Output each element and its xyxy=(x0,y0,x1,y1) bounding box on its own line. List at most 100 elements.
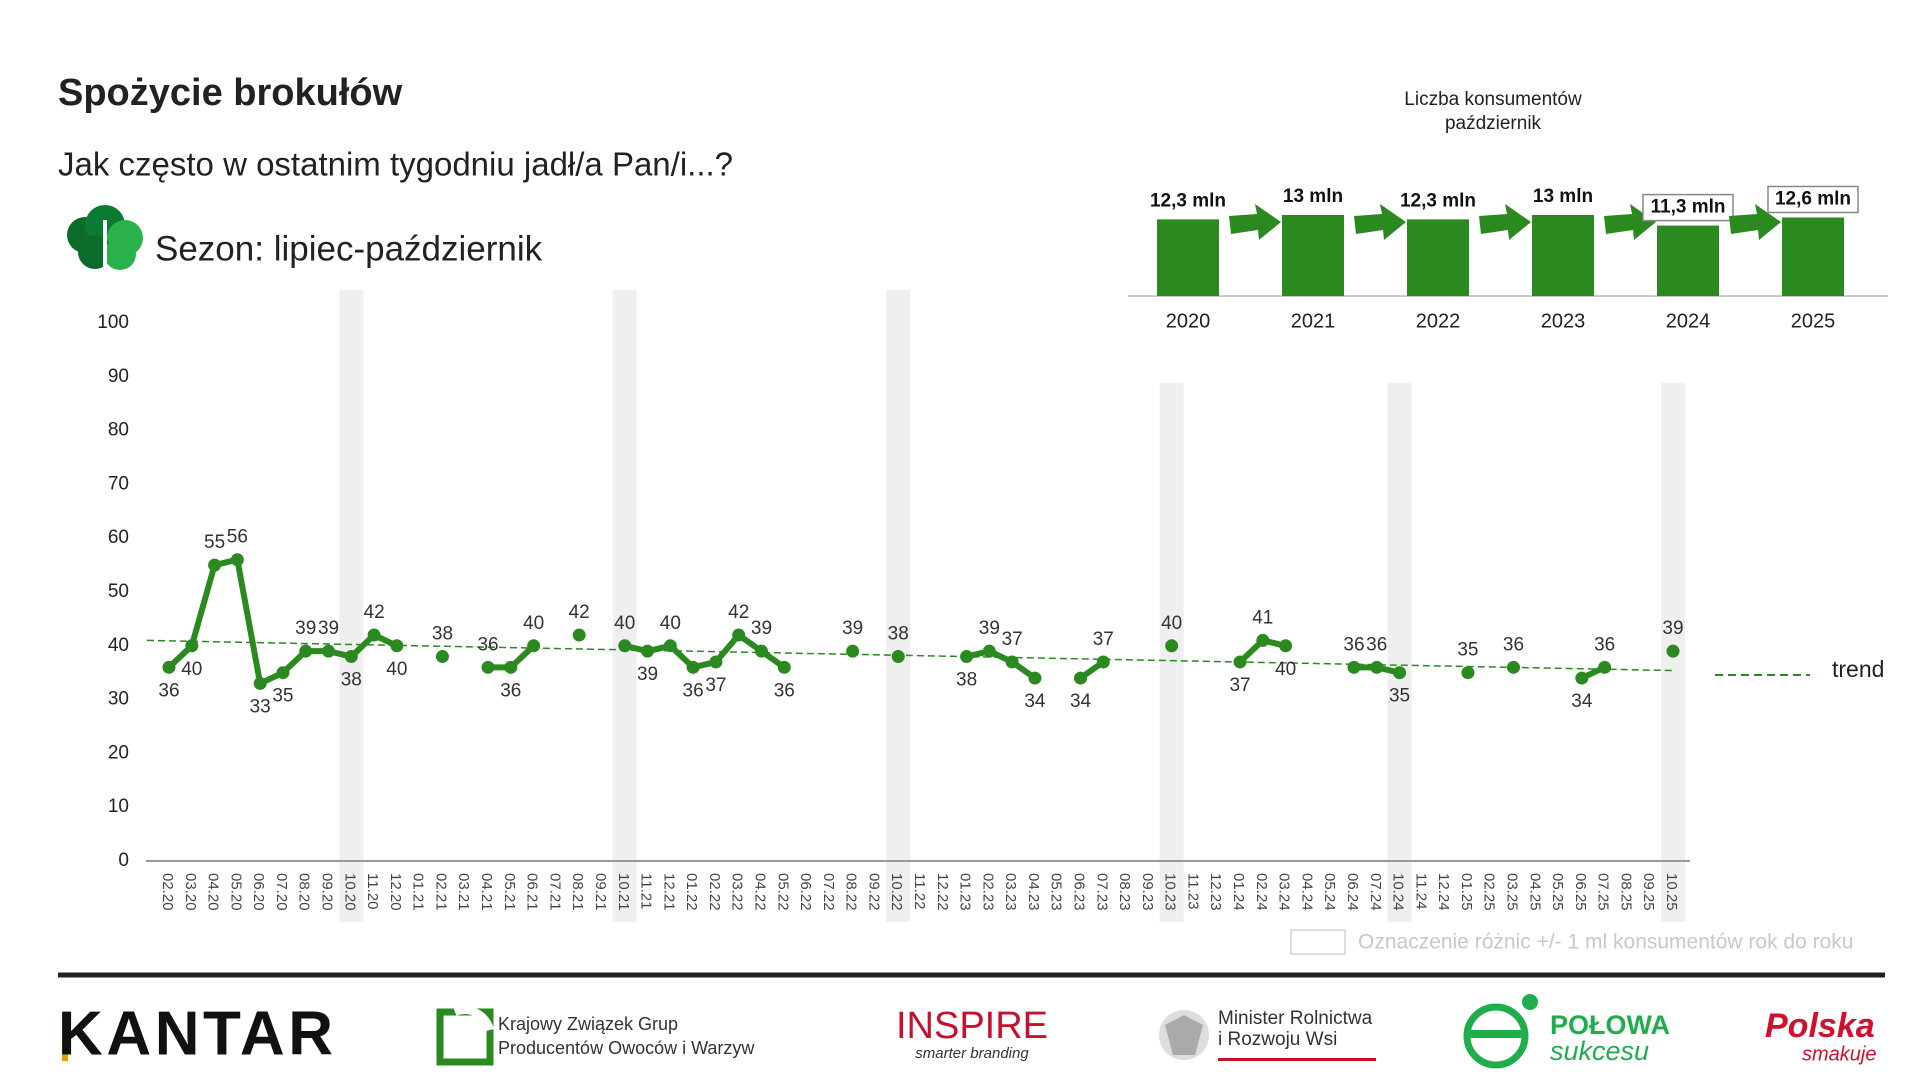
data-point xyxy=(641,644,655,658)
data-label: 39 xyxy=(637,664,658,685)
x-tick-label: 05.23 xyxy=(1048,873,1065,911)
x-tick-label: 10.22 xyxy=(888,873,905,911)
x-tick-label: 08.23 xyxy=(1116,873,1133,911)
x-tick-label: 10.25 xyxy=(1663,873,1680,911)
highlight-band xyxy=(612,290,637,922)
inset-x-label: 2025 xyxy=(1791,310,1836,332)
data-point xyxy=(1005,655,1019,669)
data-label: 38 xyxy=(956,670,977,691)
data-point xyxy=(1165,639,1179,653)
ministry-text: Minister Rolnictwa xyxy=(1218,1008,1373,1029)
x-tick-label: 09.20 xyxy=(319,873,336,911)
x-tick-label: 10.24 xyxy=(1390,873,1407,911)
polska-text: smakuje xyxy=(1802,1043,1876,1065)
data-label: 40 xyxy=(614,613,635,634)
x-tick-label: 08.21 xyxy=(569,873,586,911)
data-point xyxy=(1666,644,1680,658)
x-tick-label: 05.22 xyxy=(774,873,791,911)
data-label: 55 xyxy=(204,532,225,553)
x-tick-label: 03.23 xyxy=(1002,873,1019,911)
x-tick-label: 10.20 xyxy=(341,873,358,911)
data-label: 36 xyxy=(1503,634,1524,655)
x-tick-label: 02.22 xyxy=(706,873,723,911)
x-tick-label: 11.24 xyxy=(1412,873,1429,909)
x-tick-label: 11.20 xyxy=(364,873,381,909)
data-label: 36 xyxy=(683,680,704,701)
data-label: 40 xyxy=(660,613,681,634)
season-label: Sezon: lipiec-październik xyxy=(155,229,543,268)
data-label: 39 xyxy=(842,618,863,639)
data-label: 40 xyxy=(523,613,544,634)
x-tick-label: 01.21 xyxy=(410,873,427,911)
polowa-logo: POŁOWA sukcesu xyxy=(1463,994,1670,1069)
data-point xyxy=(390,639,404,653)
data-label: 37 xyxy=(1229,675,1250,696)
inset-subtitle: październik xyxy=(1445,113,1542,134)
y-tick-label: 40 xyxy=(108,635,129,656)
inset-bar xyxy=(1282,215,1344,296)
data-label: 36 xyxy=(774,680,795,701)
inset-value-label: 13 mln xyxy=(1533,186,1593,207)
x-tick-label: 03.22 xyxy=(729,873,746,911)
data-point xyxy=(322,644,336,658)
data-point xyxy=(208,558,222,572)
inset-bar xyxy=(1157,219,1219,296)
data-point xyxy=(1233,655,1247,669)
x-tick-label: 05.24 xyxy=(1321,873,1338,911)
x-tick-label: 06.23 xyxy=(1071,873,1088,911)
chart-title: Spożycie brokułów xyxy=(58,72,403,114)
x-tick-label: 07.24 xyxy=(1367,873,1384,911)
data-point xyxy=(686,660,700,674)
inset-arrow xyxy=(1229,204,1281,240)
data-point xyxy=(276,666,290,680)
x-tick-label: 04.21 xyxy=(478,873,495,911)
inset-bar xyxy=(1782,217,1844,296)
data-point xyxy=(663,639,677,653)
data-point xyxy=(185,639,199,653)
data-point xyxy=(504,660,518,674)
data-point xyxy=(846,644,860,658)
inset-x-label: 2023 xyxy=(1541,310,1586,332)
data-point xyxy=(960,650,974,664)
data-label: 39 xyxy=(1662,618,1683,639)
ministry-text: i Rozwoju Wsi xyxy=(1218,1029,1337,1050)
x-tick-label: 01.25 xyxy=(1458,873,1475,911)
data-label: 34 xyxy=(1024,691,1046,712)
data-point xyxy=(572,628,586,642)
kzgpow-text: Krajowy Związek Grup xyxy=(498,1014,678,1034)
polowa-text: POŁOWA xyxy=(1550,1010,1670,1040)
data-label: 35 xyxy=(1389,686,1410,707)
data-point xyxy=(1370,660,1384,674)
highlight-band xyxy=(1387,383,1412,922)
x-tick-label: 02.20 xyxy=(159,873,176,911)
y-tick-label: 80 xyxy=(108,420,129,441)
x-tick-label: 03.25 xyxy=(1503,873,1520,911)
data-point xyxy=(1598,660,1612,674)
x-tick-label: 11.21 xyxy=(638,873,655,909)
x-tick-label: 01.23 xyxy=(957,873,974,911)
y-tick-label: 30 xyxy=(108,689,129,710)
x-tick-label: 06.24 xyxy=(1344,873,1361,911)
x-tick-label: 12.22 xyxy=(934,873,951,911)
y-tick-label: 50 xyxy=(108,581,129,602)
x-tick-label: 08.20 xyxy=(296,873,313,911)
x-tick-label: 07.20 xyxy=(273,873,290,911)
inset-x-label: 2022 xyxy=(1416,310,1461,332)
x-tick-label: 12.21 xyxy=(660,873,677,911)
kantar-text: KANTAR xyxy=(58,999,333,1068)
data-point xyxy=(1074,671,1088,685)
highlight-band xyxy=(1159,383,1184,922)
data-point xyxy=(1279,639,1293,653)
data-label: 40 xyxy=(1275,659,1296,680)
x-tick-label: 09.23 xyxy=(1139,873,1156,911)
x-tick-label: 10.21 xyxy=(615,873,632,911)
y-tick-label: 20 xyxy=(108,742,129,763)
data-point xyxy=(367,628,381,642)
x-tick-label: 04.22 xyxy=(751,873,768,911)
x-tick-label: 03.20 xyxy=(182,873,199,911)
data-label: 38 xyxy=(432,624,453,645)
data-label: 38 xyxy=(341,670,362,691)
x-tick-label: 05.25 xyxy=(1549,873,1566,911)
data-point xyxy=(1347,660,1361,674)
data-point xyxy=(1461,666,1475,680)
